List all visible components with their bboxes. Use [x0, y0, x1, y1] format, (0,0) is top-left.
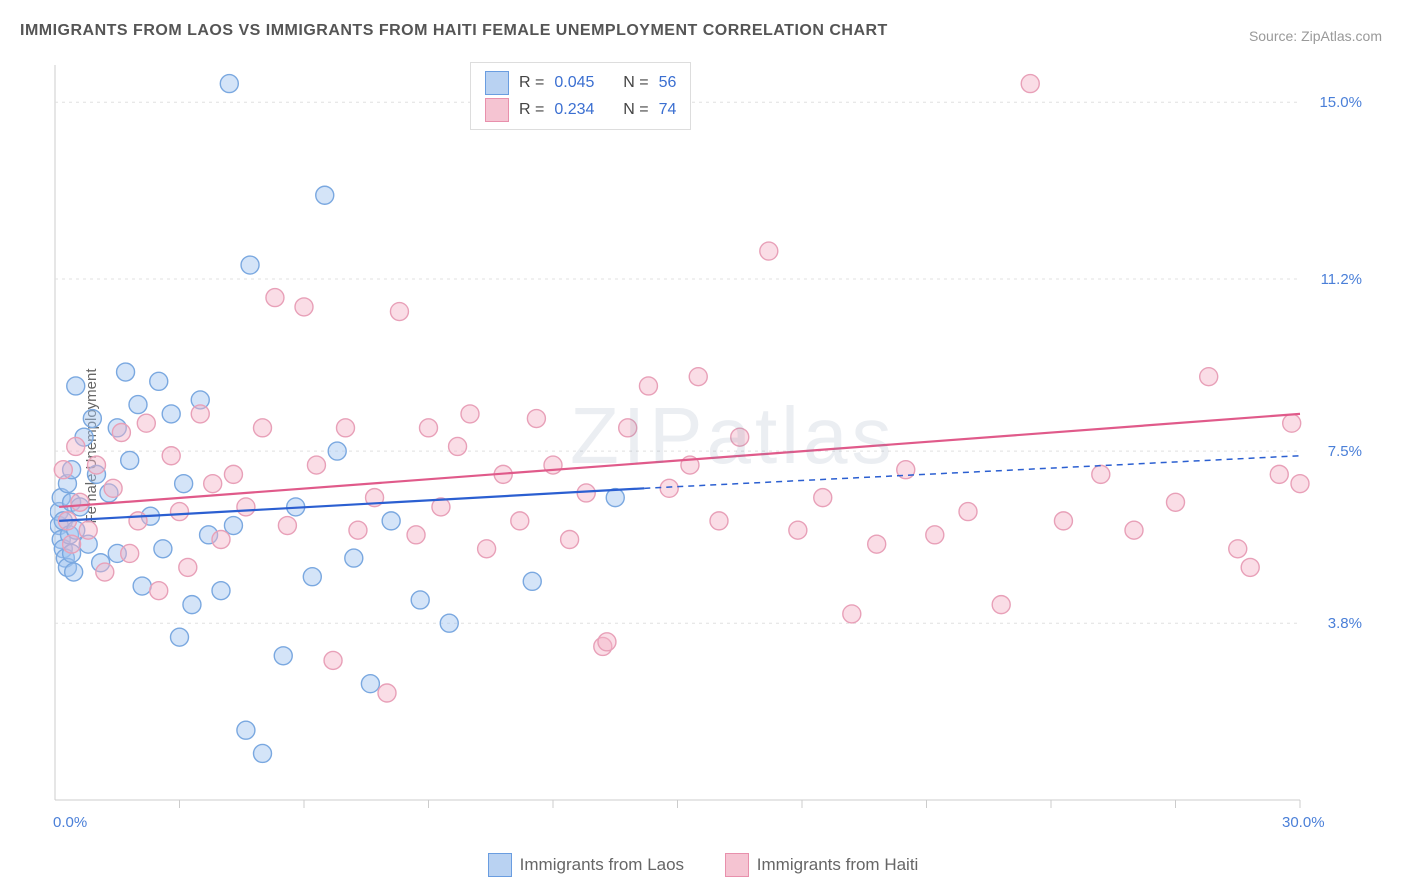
svg-text:11.2%: 11.2% — [1321, 271, 1362, 288]
r-value-laos: 0.045 — [554, 69, 594, 96]
n-value-haiti: 74 — [659, 96, 677, 123]
x-axis-min-label: 0.0% — [53, 814, 87, 831]
legend-row-laos: R = 0.045 N = 56 — [485, 69, 676, 96]
legend-item-haiti: Immigrants from Haiti — [725, 853, 919, 877]
correlation-legend: R = 0.045 N = 56 R = 0.234 N = 74 — [470, 62, 691, 130]
r-label: R = — [519, 69, 544, 96]
haiti-swatch-icon — [485, 98, 509, 122]
legend-label: Immigrants from Laos — [520, 855, 684, 875]
legend-row-haiti: R = 0.234 N = 74 — [485, 96, 676, 123]
legend-item-laos: Immigrants from Laos — [488, 853, 684, 877]
laos-swatch-icon — [485, 71, 509, 95]
source-attribution: Source: ZipAtlas.com — [1249, 28, 1382, 44]
series-legend: Immigrants from Laos Immigrants from Hai… — [0, 853, 1406, 882]
svg-text:15.0%: 15.0% — [1319, 94, 1362, 111]
legend-label: Immigrants from Haiti — [757, 855, 919, 875]
n-value-laos: 56 — [659, 69, 677, 96]
r-label: R = — [519, 96, 544, 123]
scatter-chart: 3.8% 7.5% 11.2% 15.0% — [50, 60, 1370, 830]
haiti-swatch-icon — [725, 853, 749, 877]
n-label: N = — [623, 96, 648, 123]
chart-title: IMMIGRANTS FROM LAOS VS IMMIGRANTS FROM … — [20, 22, 888, 40]
x-axis-max-label: 30.0% — [1282, 814, 1325, 831]
r-value-haiti: 0.234 — [554, 96, 594, 123]
svg-text:7.5%: 7.5% — [1328, 443, 1362, 460]
svg-text:3.8%: 3.8% — [1328, 615, 1362, 632]
laos-swatch-icon — [488, 853, 512, 877]
n-label: N = — [623, 69, 648, 96]
